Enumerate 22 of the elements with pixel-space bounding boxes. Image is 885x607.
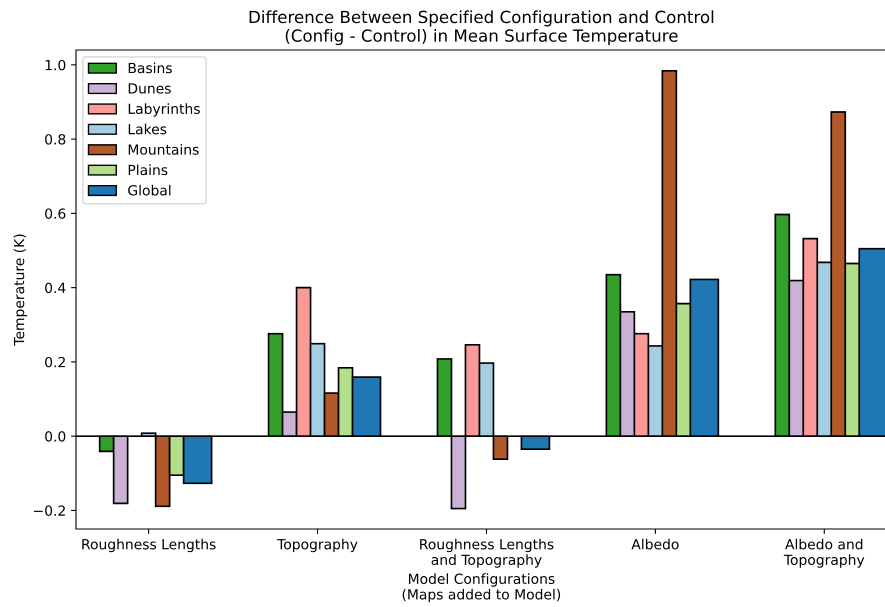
x-axis-title: Model Configurations (Maps added to Model) (402, 573, 560, 602)
x-tick-label: Topography (277, 538, 358, 552)
y-tick-label: −0.2 (34, 505, 65, 516)
legend-label: Mountains (128, 144, 199, 155)
y-tick-label: 0.6 (45, 208, 66, 219)
y-tick-label: 0.0 (45, 431, 66, 442)
y-tick-label: 0.8 (45, 134, 66, 145)
legend-label: Plains (128, 164, 168, 176)
legend-label: Global (128, 184, 170, 196)
x-tick-label: Roughness Lengths and Topography (420, 538, 554, 568)
x-tick-label: Albedo and Topography (784, 538, 864, 568)
y-tick-label: 0.4 (45, 282, 66, 294)
x-tick-label: Albedo (631, 538, 679, 550)
y-axis-title: Temperature (K) (14, 234, 27, 346)
y-tick-label: 0.2 (45, 356, 65, 368)
legend-label: Basins (128, 62, 172, 74)
y-tick-label: 1.0 (46, 60, 66, 70)
x-tick-label: Roughness Lengths (82, 538, 216, 552)
legend-label: Labyrinths (128, 103, 200, 117)
chart-title: Difference Between Specified Configuration and Control (Config - Control) in Mean Surface Temperature (250, 10, 714, 46)
legend-label: Lakes (128, 124, 166, 134)
legend-label: Dunes (128, 83, 171, 94)
